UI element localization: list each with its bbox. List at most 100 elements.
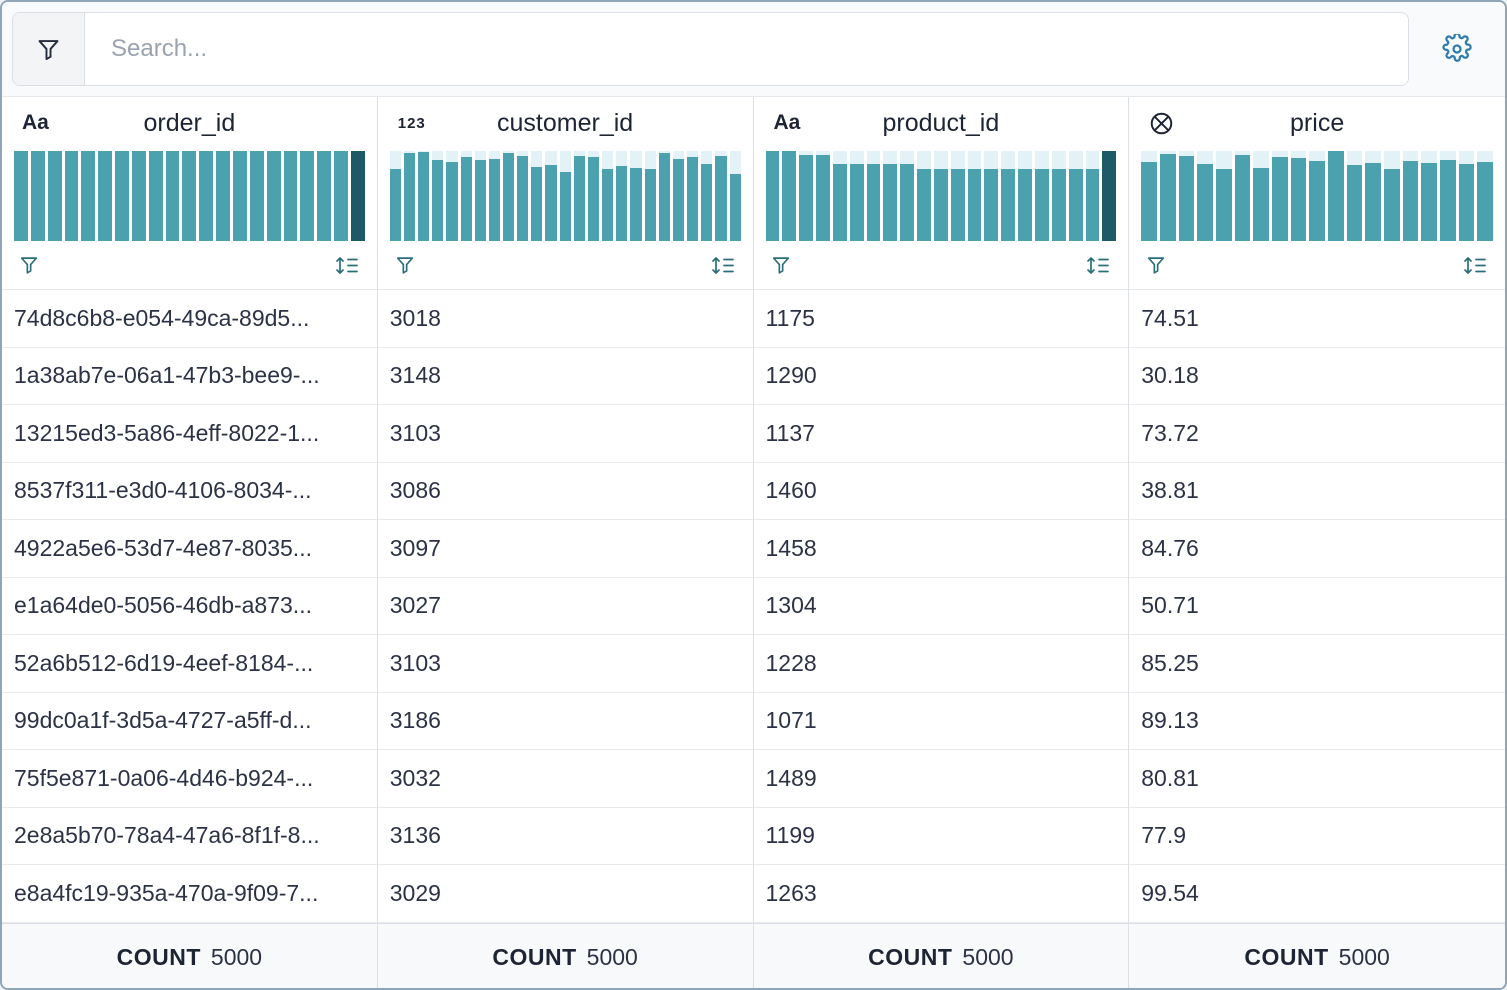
column-filter-button[interactable] <box>394 254 416 276</box>
histogram-bar <box>81 151 96 241</box>
histogram-bar <box>460 151 472 241</box>
column-controls <box>378 241 753 289</box>
search-input[interactable] <box>85 13 1408 85</box>
histogram-bar <box>816 151 830 241</box>
funnel-icon <box>394 254 416 276</box>
table-cell: 74d8c6b8-e054-49ca-89d5... <box>2 290 377 348</box>
table-cell: 8537f311-e3d0-4106-8034-... <box>2 463 377 520</box>
table-cell: 73.72 <box>1129 405 1505 463</box>
histogram-bar <box>616 151 628 241</box>
column-order-id: Aa order_id <box>2 97 378 988</box>
table-cell: 3027 <box>377 578 753 635</box>
column-header[interactable]: price <box>1129 99 1505 147</box>
histogram-bar <box>1215 151 1232 241</box>
histogram-bar <box>1197 151 1213 241</box>
histogram-bar <box>1309 151 1325 241</box>
column-sort-button[interactable] <box>710 254 737 277</box>
histogram-bar <box>933 151 948 241</box>
column-name: order_id <box>143 108 236 137</box>
global-filter-button[interactable] <box>13 13 85 85</box>
table-cell: 1290 <box>753 348 1129 405</box>
column-name: price <box>1290 108 1345 137</box>
table-cell: 1137 <box>753 405 1129 463</box>
column-filter-button[interactable] <box>1145 254 1167 276</box>
histogram-bar <box>517 151 529 241</box>
histogram-bar <box>900 151 915 241</box>
histogram-bar <box>1001 151 1016 241</box>
histogram-bar <box>389 151 401 241</box>
histogram-bar <box>1365 151 1381 241</box>
column-header[interactable]: Aa product_id <box>754 99 1129 147</box>
histogram-bar <box>1271 151 1288 241</box>
text-type-icon: Aa <box>773 111 801 134</box>
table-cell: 3097 <box>377 520 753 578</box>
table-cell: 52a6b512-6d19-4eef-8184-... <box>2 635 377 693</box>
table-cell: 3029 <box>377 865 753 923</box>
count-label: COUNT <box>868 943 953 970</box>
settings-button[interactable] <box>1409 2 1505 96</box>
table-cell: 13215ed3-5a86-4eff-8022-1... <box>2 405 377 463</box>
histogram-bar <box>1383 151 1400 241</box>
table-cell: 1175 <box>753 290 1129 348</box>
histogram-bar <box>917 151 931 241</box>
table-cell: 3032 <box>377 750 753 808</box>
gear-icon <box>1442 34 1472 64</box>
table-cell: 3103 <box>377 405 753 463</box>
column-sort-button[interactable] <box>1462 254 1489 277</box>
table-cell: 1071 <box>753 693 1129 750</box>
histogram-bar <box>1178 151 1195 241</box>
column-sort-button[interactable] <box>334 254 361 277</box>
histogram-bar <box>115 151 129 241</box>
histogram-bar <box>799 151 814 241</box>
histogram-bar <box>403 151 416 241</box>
table-cell: 3136 <box>377 808 753 865</box>
table-cell: e1a64de0-5056-46db-a873... <box>2 578 377 635</box>
table-cell: 4922a5e6-53d7-4e87-8035... <box>2 520 377 578</box>
column-customer-id: 123 customer_id <box>377 97 754 988</box>
column-rows: 3018 3148 3103 3086 3097 3027 3103 3186 3032 3136… <box>377 289 753 923</box>
column-rows: 74.51 30.18 73.72 38.81 84.76 50.71 85.25 89.13… <box>1129 289 1505 923</box>
sort-rows-icon <box>1085 254 1112 277</box>
histogram-bar <box>672 151 685 241</box>
histogram-bar <box>545 151 557 241</box>
column-histogram <box>389 151 741 241</box>
histogram-bar <box>1253 151 1269 241</box>
histogram-bar <box>98 151 113 241</box>
table-cell: 1458 <box>753 520 1129 578</box>
count-value: 5000 <box>210 943 263 970</box>
histogram-bar <box>849 151 864 241</box>
table-cell: 38.81 <box>1129 463 1505 520</box>
histogram-bar <box>317 151 332 241</box>
histogram-bar <box>165 151 180 241</box>
column-price: price <box>1129 97 1505 988</box>
histogram-bar <box>131 151 146 241</box>
histogram-bar <box>334 151 348 241</box>
histogram-bar <box>503 151 515 241</box>
table-cell: 99dc0a1f-3d5a-4727-a5ff-d... <box>2 693 377 750</box>
column-header[interactable]: Aa order_id <box>2 99 377 147</box>
column-sort-button[interactable] <box>1085 254 1112 277</box>
column-product-id: Aa product_id <box>753 97 1130 988</box>
column-footer: COUNT 5000 <box>2 922 377 988</box>
table-cell: 1489 <box>753 750 1129 808</box>
histogram-bar <box>446 151 458 241</box>
histogram-bar <box>866 151 881 241</box>
table-cell: 1263 <box>753 865 1129 923</box>
histogram-bar <box>1290 151 1307 241</box>
table-columns: Aa order_id <box>2 97 1505 988</box>
histogram-bar <box>182 151 197 241</box>
table-cell: 89.13 <box>1129 693 1505 750</box>
column-filter-button[interactable] <box>770 254 792 276</box>
histogram-bar <box>644 151 656 241</box>
number-type-icon: 123 <box>397 114 426 132</box>
table-cell: 80.81 <box>1129 750 1505 808</box>
funnel-icon <box>18 254 40 276</box>
count-label: COUNT <box>492 943 577 970</box>
histogram-bar <box>1159 151 1176 241</box>
histogram-bar <box>350 151 365 241</box>
column-header[interactable]: 123 customer_id <box>378 99 753 147</box>
table-cell: 50.71 <box>1129 578 1505 635</box>
table-cell: 99.54 <box>1129 865 1505 923</box>
column-filter-button[interactable] <box>18 254 40 276</box>
table-cell: e8a4fc19-935a-470a-9f09-7... <box>2 865 377 923</box>
